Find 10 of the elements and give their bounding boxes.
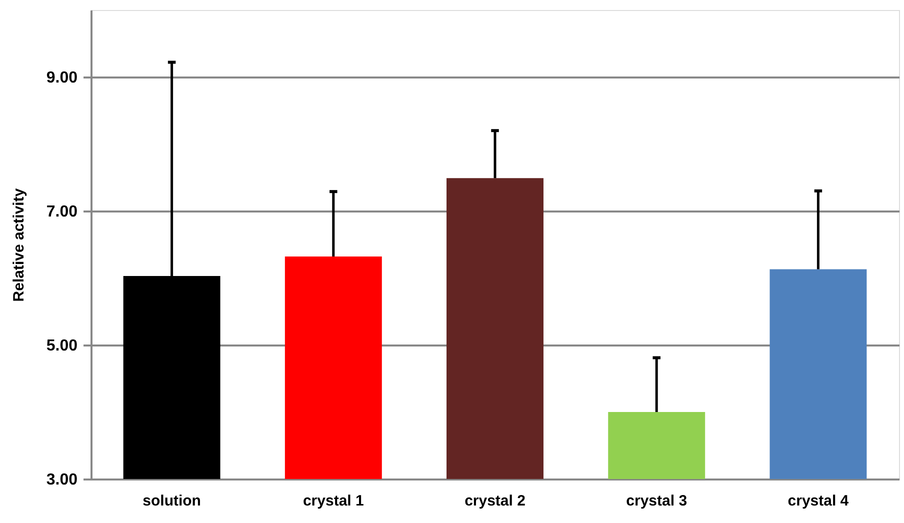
x-tick-label: crystal 1: [302, 492, 364, 510]
x-tick-label: solution: [142, 492, 201, 510]
x-tick-label: crystal 4: [788, 492, 850, 510]
y-tick-label: 3.00: [46, 472, 78, 488]
y-tick-label: 7.00: [46, 204, 78, 220]
y-tick-label: 9.00: [46, 70, 78, 86]
y-tick-label: 5.00: [46, 338, 78, 354]
y-axis-title: Relative activity: [10, 188, 28, 302]
x-tick-label: crystal 2: [464, 492, 526, 510]
x-tick-label: crystal 3: [626, 492, 688, 510]
